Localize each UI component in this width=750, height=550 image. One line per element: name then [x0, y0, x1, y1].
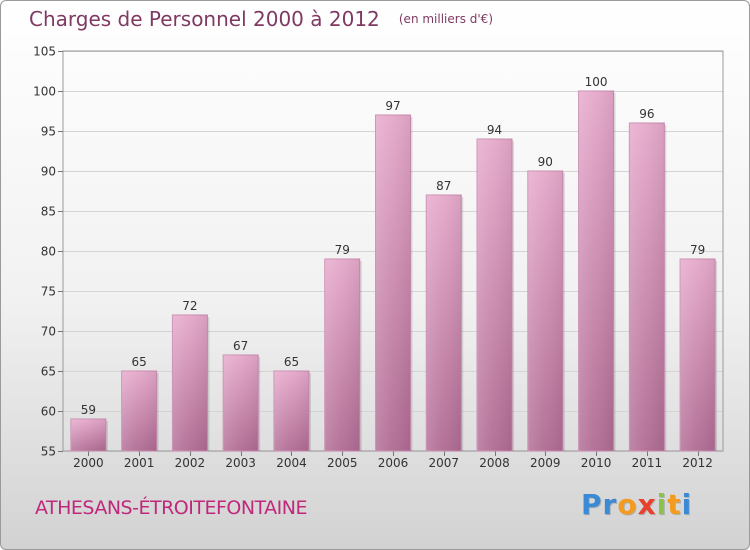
x-tick-label: 2001 — [124, 456, 155, 470]
value-label: 72 — [182, 299, 197, 313]
proxiti-logo: Proxiti — [581, 488, 692, 521]
chart-title: Charges de Personnel 2000 à 2012 — [29, 7, 380, 31]
value-label: 79 — [335, 243, 350, 257]
value-label: 65 — [132, 355, 147, 369]
bar-shine — [273, 371, 309, 451]
x-tick-label: 2012 — [682, 456, 713, 470]
x-tick-label: 2008 — [479, 456, 510, 470]
value-labels: 59 65 72 67 65 79 97 87 94 90 100 96 79 — [81, 75, 706, 417]
value-label: 79 — [690, 243, 705, 257]
logo-letter: x — [637, 488, 657, 521]
bar-shine — [172, 315, 208, 451]
bar-shine — [629, 123, 665, 451]
chart-subtitle: (en milliers d'€) — [398, 12, 493, 26]
bars — [70, 90, 718, 452]
y-tick-label: 65 — [41, 365, 56, 379]
y-tick-label: 75 — [41, 285, 56, 299]
bar-shine — [375, 115, 411, 451]
value-label: 65 — [284, 355, 299, 369]
y-tick-label: 90 — [41, 165, 56, 179]
value-label: 97 — [385, 99, 400, 113]
x-tick-label: 2010 — [581, 456, 612, 470]
bar-shine — [121, 371, 157, 451]
x-tick-label: 2006 — [378, 456, 409, 470]
bar-shine — [223, 355, 259, 451]
y-tick-label: 105 — [33, 45, 56, 59]
x-tick-label: 2007 — [428, 456, 459, 470]
bar-shine — [426, 195, 462, 451]
y-tick-label: 55 — [41, 445, 56, 459]
bar-shine — [680, 259, 716, 451]
value-label: 90 — [538, 155, 553, 169]
x-tick-label: 2004 — [276, 456, 307, 470]
x-tick-label: 2002 — [175, 456, 206, 470]
bar-shine — [477, 139, 513, 451]
logo-letter: i — [656, 488, 668, 521]
y-tick-label: 85 — [41, 205, 56, 219]
x-tick-label: 2000 — [73, 456, 104, 470]
x-tick-label: 2009 — [530, 456, 561, 470]
logo-letter: t — [667, 488, 682, 521]
y-tick-label: 70 — [41, 325, 56, 339]
y-tick-label: 60 — [41, 405, 56, 419]
value-label: 100 — [585, 75, 608, 89]
value-label: 67 — [233, 339, 248, 353]
town-name: ATHESANS-ÉTROITEFONTAINE — [35, 497, 308, 519]
title-row: Charges de Personnel 2000 à 2012 (en mil… — [29, 7, 493, 31]
value-label: 94 — [487, 123, 502, 137]
logo-letter: r — [602, 488, 618, 521]
logo-letter: P — [581, 488, 603, 521]
bar-shine — [70, 419, 106, 451]
bar-shine — [527, 171, 563, 451]
axes: 55 60 65 70 75 80 85 90 95 100 105 2000 2001 2002 2003… — [33, 45, 724, 470]
y-tick-label: 100 — [33, 85, 56, 99]
x-tick-label: 2003 — [225, 456, 256, 470]
logo-letter: i — [681, 488, 693, 521]
bar-shine — [324, 259, 360, 451]
x-tick-label: 2005 — [327, 456, 358, 470]
x-tick-label: 2011 — [632, 456, 663, 470]
value-label: 96 — [639, 107, 654, 121]
y-tick-label: 80 — [41, 245, 56, 259]
value-label: 87 — [436, 179, 451, 193]
logo-letter: o — [617, 488, 638, 521]
y-tick-label: 95 — [41, 125, 56, 139]
value-label: 59 — [81, 403, 96, 417]
bar-shine — [578, 91, 614, 451]
